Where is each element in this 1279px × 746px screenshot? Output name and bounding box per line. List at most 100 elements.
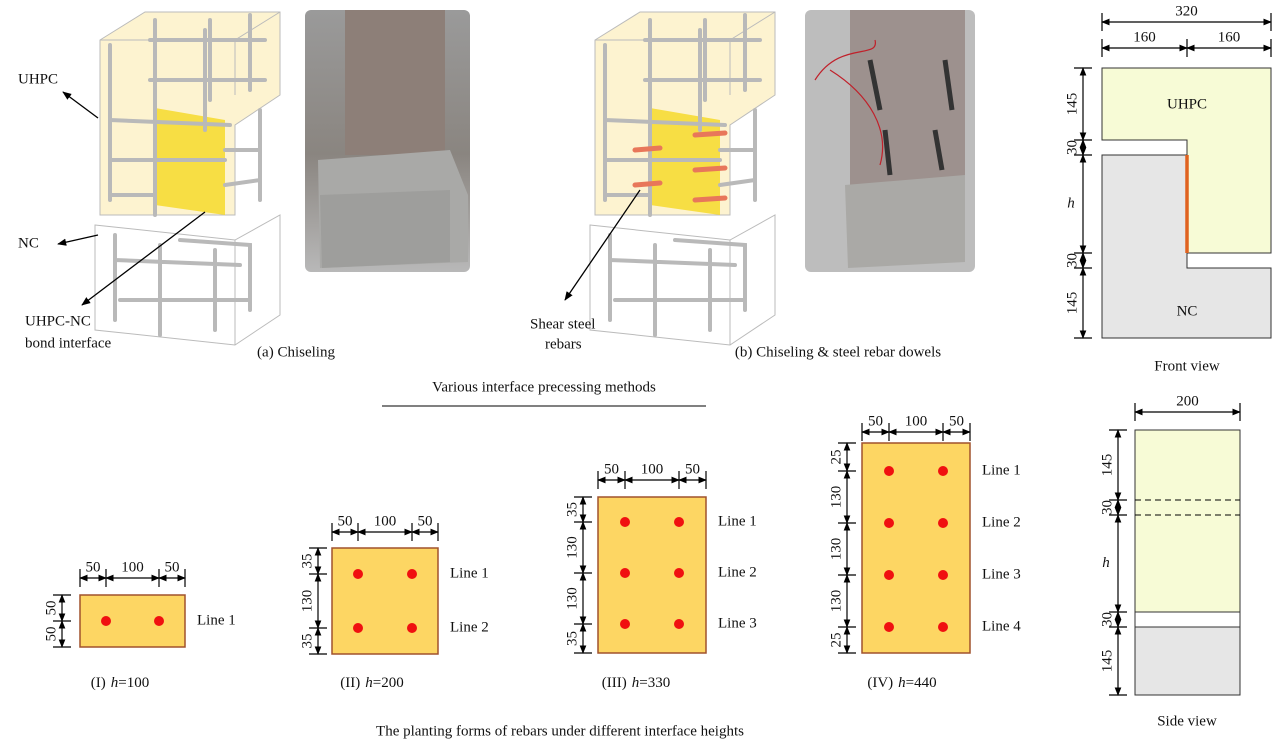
rebar-dot	[407, 623, 417, 633]
caption-a: (a) Chiseling	[257, 344, 335, 360]
dim-label: 50	[604, 461, 619, 477]
rebar-dot	[674, 517, 684, 527]
caption-label: (IV)	[867, 675, 893, 691]
dim-label: 145	[1064, 292, 1080, 315]
caption-label: (III)	[602, 675, 627, 691]
figure: UHPC NC UHPC-NC bond interface (a) Chise…	[0, 0, 1279, 746]
rebar-dot	[353, 623, 363, 633]
label-shear: rebars	[545, 336, 582, 352]
dim-label: 100	[374, 513, 397, 529]
photo-a	[305, 10, 470, 272]
dim-label: 50	[338, 513, 353, 529]
rebar-dot	[101, 616, 111, 626]
rebar-dot	[674, 568, 684, 578]
interface-area	[862, 443, 970, 653]
layout-caption: (II) h=200	[340, 675, 403, 691]
schematic-b	[590, 12, 775, 345]
dim-label: 30	[1099, 612, 1115, 627]
rebar-dot	[154, 616, 164, 626]
rebar-dot	[620, 517, 630, 527]
label-interface: bond interface	[25, 335, 112, 351]
dim-label: 50	[43, 627, 59, 642]
dim-label: 100	[641, 461, 664, 477]
dim-label: 130	[828, 486, 844, 509]
dim-label: 145	[1099, 454, 1115, 477]
dim-label: h	[1102, 555, 1110, 571]
rebar-dot	[674, 619, 684, 629]
line-label: Line 1	[718, 513, 757, 529]
dim-label: 35	[299, 634, 315, 649]
label-shear: Shear steel	[530, 316, 595, 332]
dim-label: 50	[43, 601, 59, 616]
dim-label: 100	[905, 413, 928, 429]
dim-label: 200	[1176, 393, 1199, 409]
side-uhpc	[1135, 430, 1240, 612]
dim-label: 25	[828, 450, 844, 465]
dim-label: 130	[828, 590, 844, 613]
line-label: Line 1	[197, 612, 236, 628]
rebar-dot	[938, 570, 948, 580]
rebar-dot	[620, 568, 630, 578]
dim-label: h	[1067, 195, 1075, 211]
dim-label: 35	[564, 502, 580, 517]
rebar-dot	[620, 619, 630, 629]
caption-eq: =200	[373, 675, 404, 691]
dim-label: 130	[564, 536, 580, 559]
layouts-title: The planting forms of rebars under diffe…	[376, 723, 744, 739]
caption-var: h	[365, 675, 373, 691]
rebar-dot	[884, 622, 894, 632]
methods-title: Various interface precessing methods	[432, 379, 656, 395]
interface-area	[598, 497, 706, 653]
caption-label: (I)	[91, 675, 106, 691]
front-caption: Front view	[1154, 358, 1220, 374]
photo-b	[805, 10, 975, 272]
caption-label: (II)	[340, 675, 360, 691]
line-label: Line 3	[718, 615, 757, 631]
rebar-dot	[353, 569, 363, 579]
dim-label: 50	[86, 559, 101, 575]
dim-label: 50	[868, 413, 883, 429]
caption-eq: =330	[639, 675, 670, 691]
dim-label: 160	[1133, 29, 1156, 45]
dim-label: 50	[685, 461, 700, 477]
rebar-dot	[884, 466, 894, 476]
label-interface: UHPC-NC	[25, 313, 91, 329]
side-nc	[1135, 627, 1240, 695]
caption-b: (b) Chiseling & steel rebar dowels	[735, 344, 941, 360]
dim-label: 25	[828, 633, 844, 648]
line-label: Line 3	[982, 566, 1021, 582]
interface-area	[332, 548, 438, 654]
rebar-dot	[938, 622, 948, 632]
dim-label: 130	[564, 587, 580, 610]
schematic-a	[95, 12, 280, 345]
zone-label: UHPC	[1167, 96, 1207, 112]
caption-eq: =440	[906, 675, 937, 691]
dim-label: 145	[1099, 650, 1115, 673]
rebar-dot	[938, 518, 948, 528]
dim-label: 35	[564, 631, 580, 646]
rebar-dot	[884, 570, 894, 580]
line-label: Line 2	[718, 564, 757, 580]
dim-label: 160	[1218, 29, 1241, 45]
layout-caption: (III)h=330	[602, 675, 670, 691]
dim-label: 50	[165, 559, 180, 575]
layout-caption: (IV)h=440	[867, 675, 936, 691]
line-label: Line 2	[982, 514, 1021, 530]
rebar-dot	[938, 466, 948, 476]
dim-label: 130	[299, 590, 315, 613]
line-label: Line 1	[982, 462, 1021, 478]
label-uhpc: UHPC	[18, 71, 58, 87]
dim-label: 100	[121, 559, 144, 575]
rebar-dot	[884, 518, 894, 528]
line-label: Line 2	[450, 619, 489, 635]
dim-label: 30	[1099, 500, 1115, 515]
caption-eq: =100	[118, 675, 149, 691]
line-label: Line 4	[982, 618, 1021, 634]
caption-var: h	[111, 675, 119, 691]
dim-label: 320	[1175, 3, 1198, 19]
dim-label: 50	[418, 513, 433, 529]
interface-area	[80, 595, 185, 647]
dim-label: 35	[299, 554, 315, 569]
dim-label: 30	[1064, 140, 1080, 155]
rebar-dot	[407, 569, 417, 579]
